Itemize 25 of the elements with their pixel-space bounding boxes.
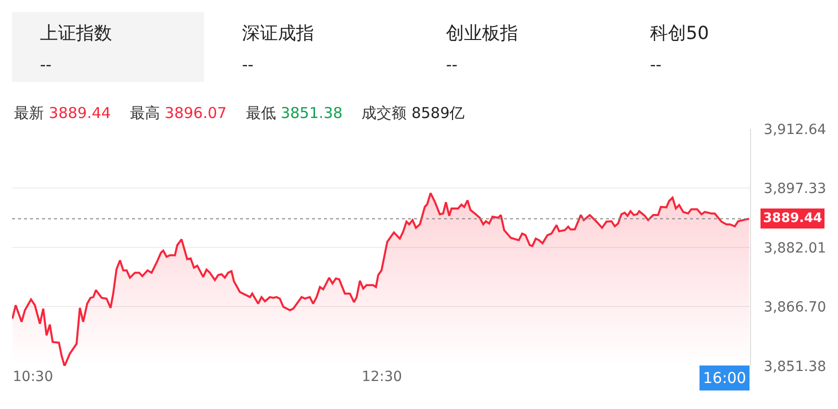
text: --: [40, 55, 52, 74]
y-tick-label: 3,912.64: [764, 122, 826, 138]
text: 3851.38: [280, 104, 343, 122]
text: 科创50: [650, 23, 709, 44]
text: --: [242, 55, 254, 74]
text: 深证成指: [242, 23, 314, 44]
ref-line-label: 3889.44: [763, 211, 822, 226]
text: 上证指数: [40, 23, 112, 44]
y-tick-label: 3,897.33: [764, 181, 826, 198]
text: 创业板指: [446, 23, 518, 44]
text: 3896.07: [164, 104, 227, 122]
text: --: [650, 55, 662, 74]
text: 最新: [14, 104, 44, 122]
y-tick-label: 3,851.38: [764, 358, 826, 375]
x-tick-label: 12:30: [362, 369, 402, 385]
x-tick-label: 10:30: [12, 369, 54, 385]
text: 成交额: [362, 104, 407, 122]
text: 8589亿: [411, 104, 465, 122]
y-tick-label: 3,866.70: [764, 300, 826, 316]
text: 最高: [130, 104, 160, 122]
text: 3889.44: [48, 104, 111, 122]
text: 最低: [246, 104, 276, 122]
text: --: [446, 55, 458, 74]
y-tick-label: 3,882.01: [764, 240, 826, 256]
text: 16:00: [703, 369, 746, 387]
